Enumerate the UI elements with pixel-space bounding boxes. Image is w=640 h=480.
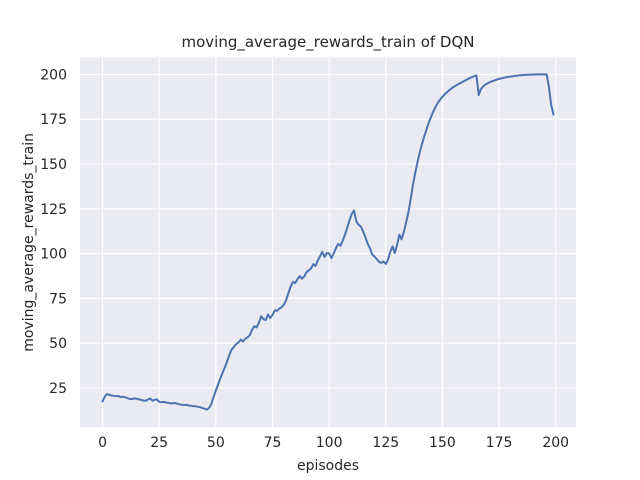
x-tick-label: 150: [429, 435, 456, 451]
x-tick-label: 100: [316, 435, 343, 451]
chart-title: moving_average_rewards_train of DQN: [181, 33, 474, 52]
y-tick-label: 200: [40, 67, 67, 83]
x-tick-label: 175: [486, 435, 513, 451]
tick-label-layer: 0 25 50 75 100 125 150 175 200 25 50 75 100 125 150 175…: [40, 67, 569, 451]
x-tick-label: 75: [264, 435, 282, 451]
background-layer: [80, 57, 576, 428]
y-tick-label: 50: [49, 336, 67, 352]
y-tick-label: 25: [49, 381, 67, 397]
x-tick-label: 125: [372, 435, 399, 451]
y-axis-label: moving_average_rewards_train: [21, 133, 37, 352]
data-line: [101, 73, 555, 411]
y-tick-label: 125: [40, 202, 67, 218]
y-tick-label: 175: [40, 112, 67, 128]
x-tick-label: 25: [150, 435, 168, 451]
y-tick-label: 75: [49, 291, 67, 307]
x-tick-label: 50: [207, 435, 225, 451]
x-tick-label: 200: [542, 435, 569, 451]
y-tick-label: 100: [40, 247, 67, 263]
plot-background: [80, 57, 576, 428]
y-tick-label: 150: [40, 157, 67, 173]
x-axis-label: episodes: [297, 458, 359, 474]
series-layer: [101, 73, 555, 411]
x-tick-label: 0: [98, 435, 107, 451]
